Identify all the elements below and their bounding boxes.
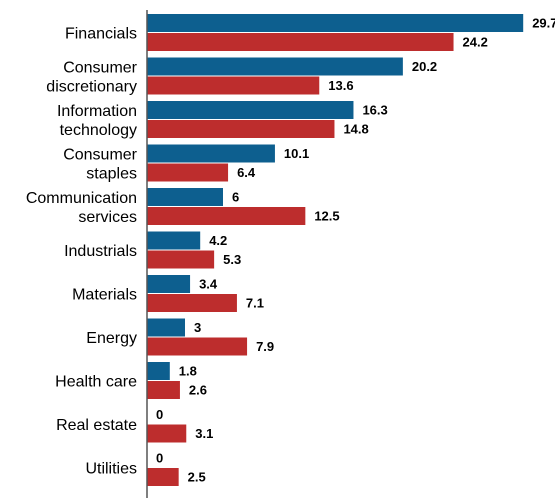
bar-series-2 [147,76,320,95]
value-label: 3.1 [195,426,213,441]
category-label-line: Materials [72,287,137,304]
bar-series-1 [147,57,403,76]
bar-series-1 [147,231,201,250]
category-label-line: technology [60,122,137,139]
bar-series-2 [147,468,179,486]
value-label: 1.8 [179,364,197,379]
value-label: 12.5 [314,209,339,224]
value-label: 0 [156,451,163,466]
category-label-line: Information [57,103,137,120]
labels-layer: Financials 29.7 24.2 Consumer discretionary 2… [26,16,555,485]
category-label-line: Communication [26,190,137,207]
bar-series-2 [147,33,454,51]
bar-series-1 [147,362,170,380]
value-label: 7.1 [246,296,264,311]
category-label-line: Energy [86,330,137,347]
bar-series-2 [147,250,215,269]
value-label: 16.3 [362,103,387,118]
bar-series-2 [147,381,180,399]
value-label: 20.2 [412,59,437,74]
category-label-line: Consumer [63,60,137,77]
value-label: 6 [232,190,239,205]
category-label-line: Financials [65,26,137,43]
category-label: Real estate [56,417,137,434]
category-label-line: Industrials [64,243,137,260]
value-label: 3 [194,320,201,335]
category-label: Industrials [64,243,137,260]
bar-series-1 [147,144,275,163]
value-label: 6.4 [237,165,256,180]
category-label-line: services [78,209,137,226]
value-label: 5.3 [223,252,241,267]
value-label: 3.4 [199,277,218,292]
bar-series-2 [147,337,248,356]
category-label-line: Health care [55,374,137,391]
category-label-line: Real estate [56,417,137,434]
category-label: Energy [86,330,137,347]
bar-series-1 [147,188,223,206]
category-label-line: Utilities [85,461,137,478]
category-label: Materials [72,287,137,304]
category-label: Information technology [57,103,137,139]
category-label-line: discretionary [46,79,137,96]
bar-series-2 [147,294,237,312]
bar-series-2 [147,424,187,443]
bar-series-2 [147,207,306,225]
bar-series-2 [147,120,335,138]
value-label: 7.9 [256,339,274,354]
bar-series-2 [147,163,229,182]
value-label: 0 [156,407,163,422]
bars-layer [147,14,524,486]
value-label: 13.6 [328,78,353,93]
category-label: Communication services [26,190,137,226]
value-label: 24.2 [463,35,488,50]
category-label: Consumer staples [63,147,137,183]
bar-series-1 [147,101,354,119]
category-label: Consumer discretionary [46,60,137,96]
value-label: 29.7 [532,16,555,31]
bar-series-1 [147,318,185,337]
category-label: Health care [55,374,137,391]
value-label: 14.8 [343,122,368,137]
category-label-line: staples [86,166,137,183]
value-label: 4.2 [209,233,227,248]
category-label-line: Consumer [63,147,137,164]
bar-series-1 [147,14,524,32]
category-label: Financials [65,26,137,43]
value-label: 10.1 [284,146,309,161]
value-label: 2.6 [189,383,207,398]
category-label: Utilities [85,461,137,478]
value-label: 2.5 [188,470,206,485]
bar-series-1 [147,275,191,293]
